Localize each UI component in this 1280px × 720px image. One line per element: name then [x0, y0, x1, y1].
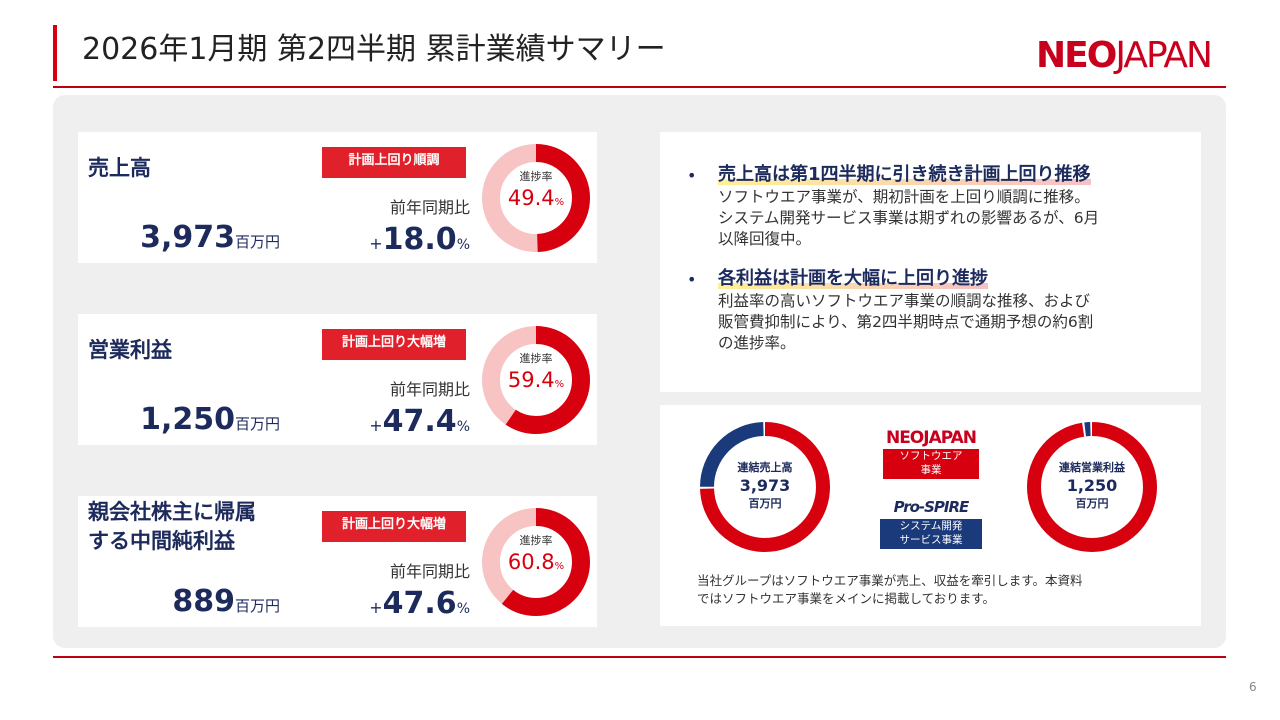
segment-arc [1027, 422, 1157, 552]
sign: + [369, 416, 383, 435]
badge-text: 計画上回り大幅増 [341, 517, 446, 532]
logo: NEOJAPAN [1036, 34, 1213, 77]
progress-unit: % [554, 197, 565, 208]
title-bar [53, 25, 57, 81]
heading-text: 売上高は第1四半期に引き続き計画上回り推移 [718, 164, 1091, 185]
progress-arc [482, 508, 590, 616]
segment-logo: NEOJAPAN [885, 428, 977, 448]
note: 当社グループはソフトウエア事業が売上、収益を牽引します。本資料 [697, 573, 1083, 588]
summary-line: の進捗率。 [718, 334, 796, 352]
segment-arc [700, 422, 830, 552]
progress-label: 進捗率 [519, 170, 553, 183]
segment-name: システム開発 サービス事業 [899, 520, 963, 546]
progress-value: 60.8 [507, 550, 555, 574]
kpi-label: 売上高 [88, 156, 151, 180]
yoy: +18.0% [369, 222, 470, 258]
value: 1,250 [140, 402, 235, 437]
donut-unit: 百万円 [748, 497, 782, 510]
title: 2026年1月期 第2四半期 累計業績サマリー [82, 32, 666, 67]
sign: + [369, 234, 383, 253]
segment-logo: Pro-SPIRE [893, 498, 970, 516]
badge [322, 511, 466, 542]
yoy: +47.6% [369, 586, 470, 622]
bullet: • [687, 166, 697, 185]
yoy-value: 47.6 [382, 586, 457, 621]
progress-text: 60.8% [491, 550, 581, 575]
segment-badge [883, 449, 979, 479]
yoy-unit: % [456, 237, 470, 253]
page-number: 6 [1249, 680, 1257, 694]
unit: 百万円 [234, 233, 280, 251]
yoy-label: 前年同期比 [389, 380, 470, 399]
logo-japan: JAPAN [1115, 35, 1213, 76]
summary-line: システム開発サービス事業は期ずれの影響あるが、6月 [718, 209, 1100, 227]
progress-value: 49.4 [507, 186, 555, 210]
sign: + [369, 598, 383, 617]
progress-text: 49.4% [491, 186, 581, 211]
progress-arc [482, 326, 590, 434]
unit: 百万円 [234, 597, 280, 615]
yoy-label: 前年同期比 [389, 198, 470, 217]
kpi-value: 1,250百万円 [140, 402, 280, 438]
unit: 百万円 [234, 415, 280, 433]
progress-unit: % [554, 561, 565, 572]
donut-label: 連結売上高 [737, 461, 793, 474]
yoy-unit: % [456, 601, 470, 617]
summary-line: 販管費抑制により、第2四半期時点で通期予想の約6割 [718, 313, 1094, 331]
progress-value: 59.4 [507, 368, 555, 392]
donut-value: 1,250 [1066, 476, 1118, 495]
progress-label: 進捗率 [519, 534, 553, 547]
badge-text: 計画上回り大幅増 [341, 335, 446, 350]
progress-arc [482, 144, 590, 252]
segment-card [660, 405, 1201, 626]
summary-line: 利益率の高いソフトウエア事業の順調な推移、および [718, 292, 1091, 310]
badge-text: 計画上回り順調 [348, 153, 440, 168]
kpi-label: 親会社株主に帰属 する中間純利益 [88, 500, 256, 554]
segment-name: ソフトウエア 事業 [899, 450, 963, 476]
yoy-value: 18.0 [382, 222, 457, 257]
progress-text: 59.4% [491, 368, 581, 393]
badge [322, 329, 466, 360]
note: ではソフトウエア事業をメインに掲載しております。 [697, 591, 996, 606]
summary-line: 以降回復中。 [718, 230, 812, 248]
yoy-value: 47.4 [382, 404, 457, 439]
kpi-value: 3,973百万円 [140, 220, 280, 256]
badge [322, 147, 466, 178]
yoy: +47.4% [369, 404, 470, 440]
value: 889 [172, 584, 235, 619]
donut-value: 3,973 [739, 476, 791, 495]
kpi-value: 889百万円 [172, 584, 280, 620]
yoy-unit: % [456, 419, 470, 435]
summary-line: ソフトウエア事業が、期初計画を上回り順調に推移。 [718, 188, 1090, 206]
heading-text: 各利益は計画を大幅に上回り進捗 [718, 268, 988, 289]
yoy-label: 前年同期比 [389, 562, 470, 581]
donut-label: 連結営業利益 [1059, 461, 1125, 474]
summary-heading: 各利益は計画を大幅に上回り進捗 [718, 268, 988, 290]
logo-neo: NEO [1036, 35, 1117, 76]
value: 3,973 [140, 220, 235, 255]
kpi-label: 営業利益 [88, 338, 172, 362]
progress-unit: % [554, 379, 565, 390]
bullet: • [687, 270, 697, 289]
segment-badge [880, 519, 982, 549]
summary-heading: 売上高は第1四半期に引き続き計画上回り推移 [718, 164, 1091, 186]
donut-unit: 百万円 [1075, 497, 1109, 510]
progress-label: 進捗率 [519, 352, 553, 365]
